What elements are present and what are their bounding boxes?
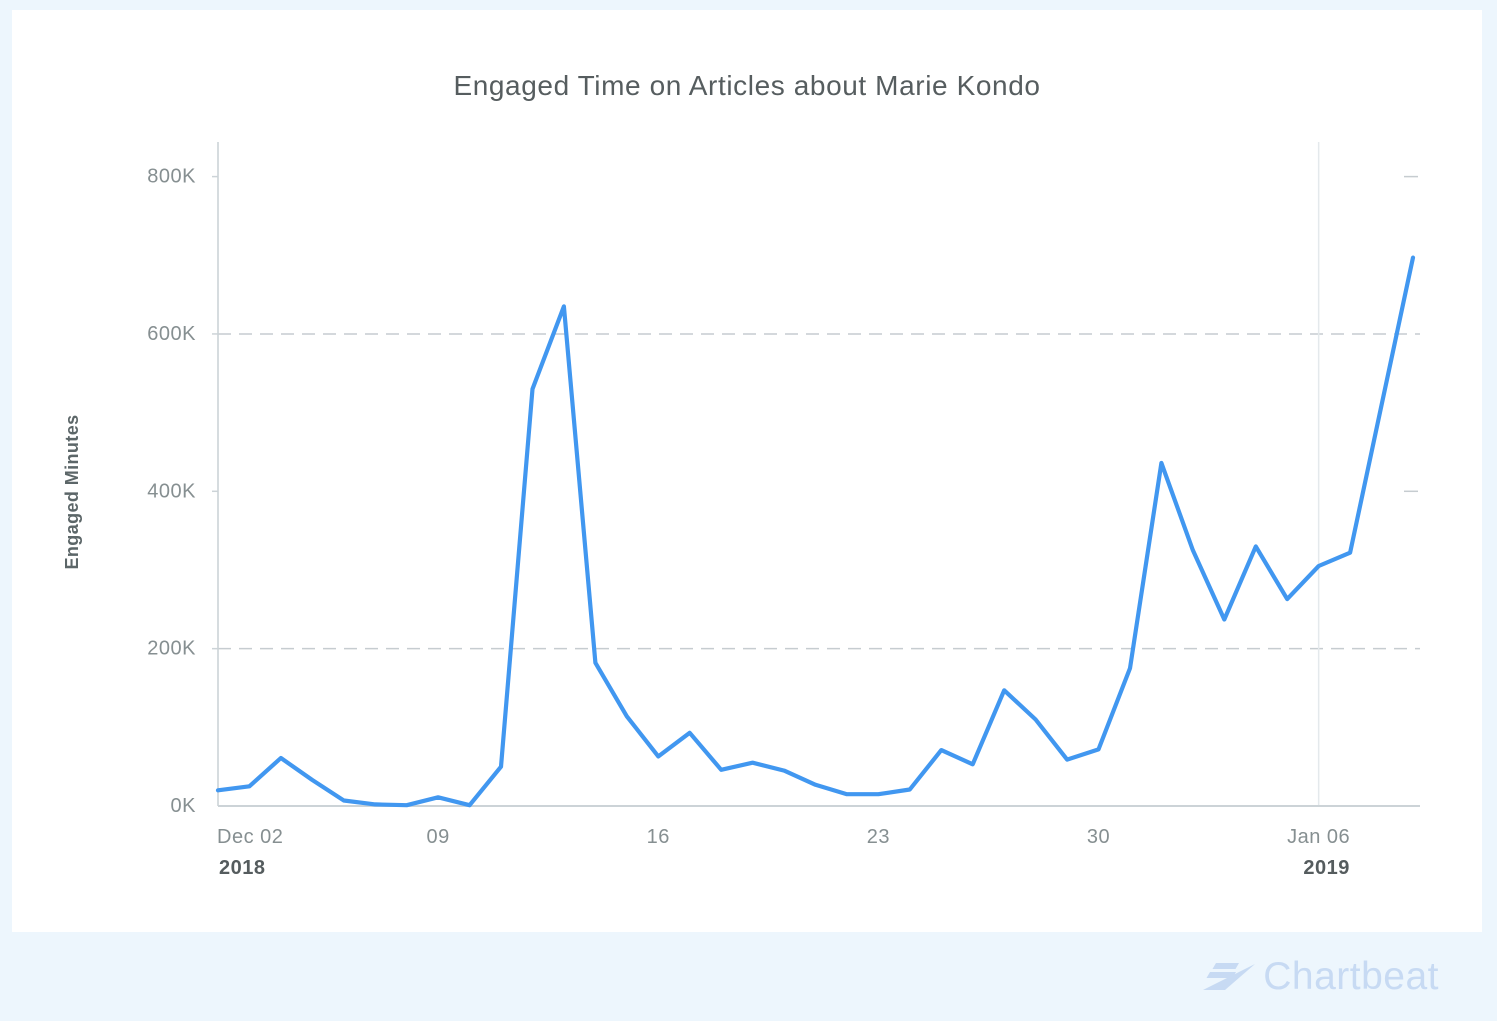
engaged-minutes-series-line [215, 255, 1416, 808]
x-tick-label-jan-06: Jan 06 [1287, 826, 1350, 848]
x-tick-label-16: 16 [647, 826, 670, 848]
y-axis-title: Engaged Minutes [62, 414, 82, 569]
chartbeat-wordmark: Chartbeat [1263, 954, 1439, 998]
chart-title: Engaged Time on Articles about Marie Kon… [453, 70, 1041, 101]
y-tick-label-600K: 600K [147, 323, 196, 345]
y-tick-label-0K: 0K [171, 795, 197, 817]
y-tick-label-400K: 400K [147, 480, 196, 502]
y-tick-label-800K: 800K [147, 166, 196, 188]
x-year-label-2019: 2019 [1303, 857, 1350, 879]
x-tick-label-dec-02: Dec 02 [217, 826, 283, 848]
line-chart: 0K 200K 400K 600K 800K Dec 02 2018 09 16 23 30 Jan … [62, 142, 1420, 879]
y-tick-label-200K: 200K [147, 638, 196, 660]
footer-strip: Chartbeat [0, 932, 1497, 1021]
x-tick-label-30: 30 [1087, 826, 1110, 848]
chartbeat-logo: Chartbeat [1203, 955, 1439, 999]
x-tick-label-09: 09 [427, 826, 450, 848]
x-year-label-2018: 2018 [219, 857, 266, 879]
chart-card: Engaged Time on Articles about Marie Kon… [12, 10, 1482, 932]
x-tick-label-23: 23 [867, 826, 890, 848]
chartbeat-flag-icon [1203, 962, 1256, 990]
